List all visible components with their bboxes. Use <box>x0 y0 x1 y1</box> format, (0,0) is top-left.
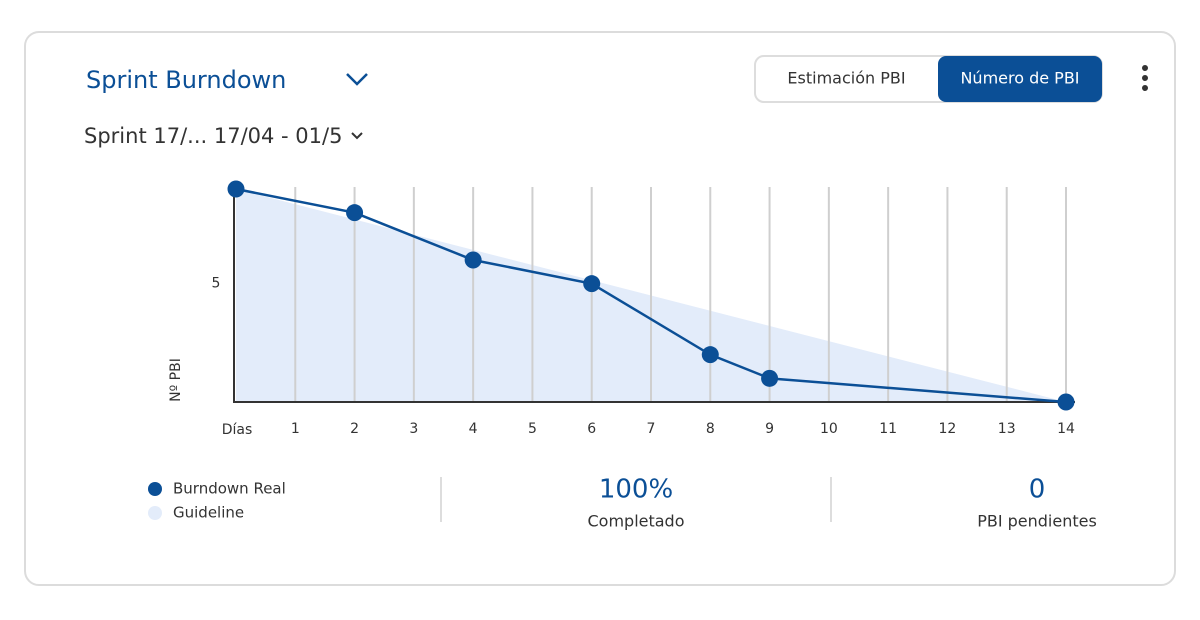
data-point <box>1057 393 1075 411</box>
stat-label: Completado <box>587 512 684 531</box>
toggle-option[interactable]: Estimación PBI <box>787 69 905 88</box>
x-tick-label: 9 <box>765 421 774 437</box>
data-point <box>464 251 482 269</box>
menu-dot[interactable] <box>1142 85 1148 91</box>
x-tick-label: 8 <box>706 421 715 437</box>
x-tick-label: 12 <box>939 421 957 437</box>
x-tick-label: 11 <box>879 421 897 437</box>
x-tick-label: 14 <box>1057 421 1075 437</box>
menu-dot[interactable] <box>1142 65 1148 71</box>
x-axis-label: Días <box>222 422 253 438</box>
toggle: Estimación PBI Número de PBI <box>754 55 1103 103</box>
data-point <box>346 204 364 222</box>
data-point <box>583 275 601 293</box>
y-axis-label: Nº PBI <box>168 358 184 402</box>
stat-label: PBI pendientes <box>977 512 1097 531</box>
stat-value: 100% <box>599 475 673 505</box>
x-tick-label: 7 <box>647 421 656 437</box>
legend-label: Guideline <box>173 504 244 522</box>
data-point <box>761 369 779 387</box>
y-tick-label: 5 <box>212 276 221 292</box>
x-tick-label: 4 <box>469 421 478 437</box>
sprint-chevron <box>351 132 363 140</box>
x-tick-label: 6 <box>587 421 596 437</box>
x-tick-label: 1 <box>291 421 300 437</box>
x-tick-label: 2 <box>350 421 359 437</box>
widget-title: Sprint Burndown <box>86 66 286 94</box>
x-tick-label: 3 <box>409 421 418 437</box>
menu-dot[interactable] <box>1142 75 1148 81</box>
data-point <box>227 180 245 198</box>
sprint-selector[interactable]: Sprint 17/... 17/04 - 01/5 <box>84 124 342 148</box>
stat-value: 0 <box>1029 475 1046 505</box>
legend-label: Burndown Real <box>173 480 286 498</box>
legend-swatch <box>148 506 162 520</box>
data-point <box>701 346 719 364</box>
x-tick-label: 5 <box>528 421 537 437</box>
x-tick-label: 13 <box>998 421 1016 437</box>
toggle-active <box>938 56 1102 102</box>
legend-swatch <box>148 482 162 496</box>
x-tick-label: 10 <box>820 421 838 437</box>
title-dropdown[interactable] <box>346 73 368 86</box>
toggle-option[interactable]: Número de PBI <box>960 69 1079 88</box>
